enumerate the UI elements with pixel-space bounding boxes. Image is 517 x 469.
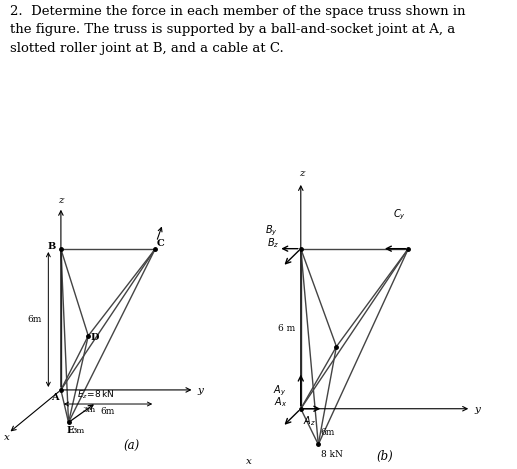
Text: x: x — [246, 457, 252, 467]
Text: x: x — [4, 433, 9, 442]
Text: $A_y$: $A_y$ — [273, 384, 286, 398]
Text: z: z — [58, 196, 64, 204]
Text: B: B — [48, 242, 56, 251]
Text: $B_z$: $B_z$ — [267, 236, 279, 250]
Text: y: y — [197, 386, 203, 395]
Text: $C_y$: $C_y$ — [392, 208, 405, 222]
Text: $E_z\!=\!8\,\rm{kN}$: $E_z\!=\!8\,\rm{kN}$ — [78, 389, 115, 401]
Text: (a): (a) — [124, 439, 140, 453]
Text: C: C — [156, 239, 164, 248]
Text: z: z — [299, 169, 305, 178]
Text: 8 kN: 8 kN — [321, 450, 343, 460]
Text: 3m: 3m — [71, 427, 84, 435]
Text: $A_x$: $A_x$ — [275, 395, 287, 409]
Text: y: y — [474, 405, 480, 415]
Text: E: E — [66, 426, 73, 435]
Text: 2.  Determine the force in each member of the space truss shown in
the figure. T: 2. Determine the force in each member of… — [10, 5, 466, 55]
Text: 3m: 3m — [83, 406, 96, 414]
Text: D: D — [90, 333, 99, 342]
Text: 6 m: 6 m — [278, 324, 295, 333]
Text: 6m: 6m — [320, 428, 334, 438]
Text: $A_z$: $A_z$ — [303, 414, 316, 428]
Text: 6m: 6m — [101, 407, 115, 416]
Text: (b): (b) — [377, 450, 393, 463]
Text: 6m: 6m — [27, 315, 41, 324]
Text: A: A — [51, 393, 58, 401]
Text: $B_y$: $B_y$ — [265, 224, 278, 238]
